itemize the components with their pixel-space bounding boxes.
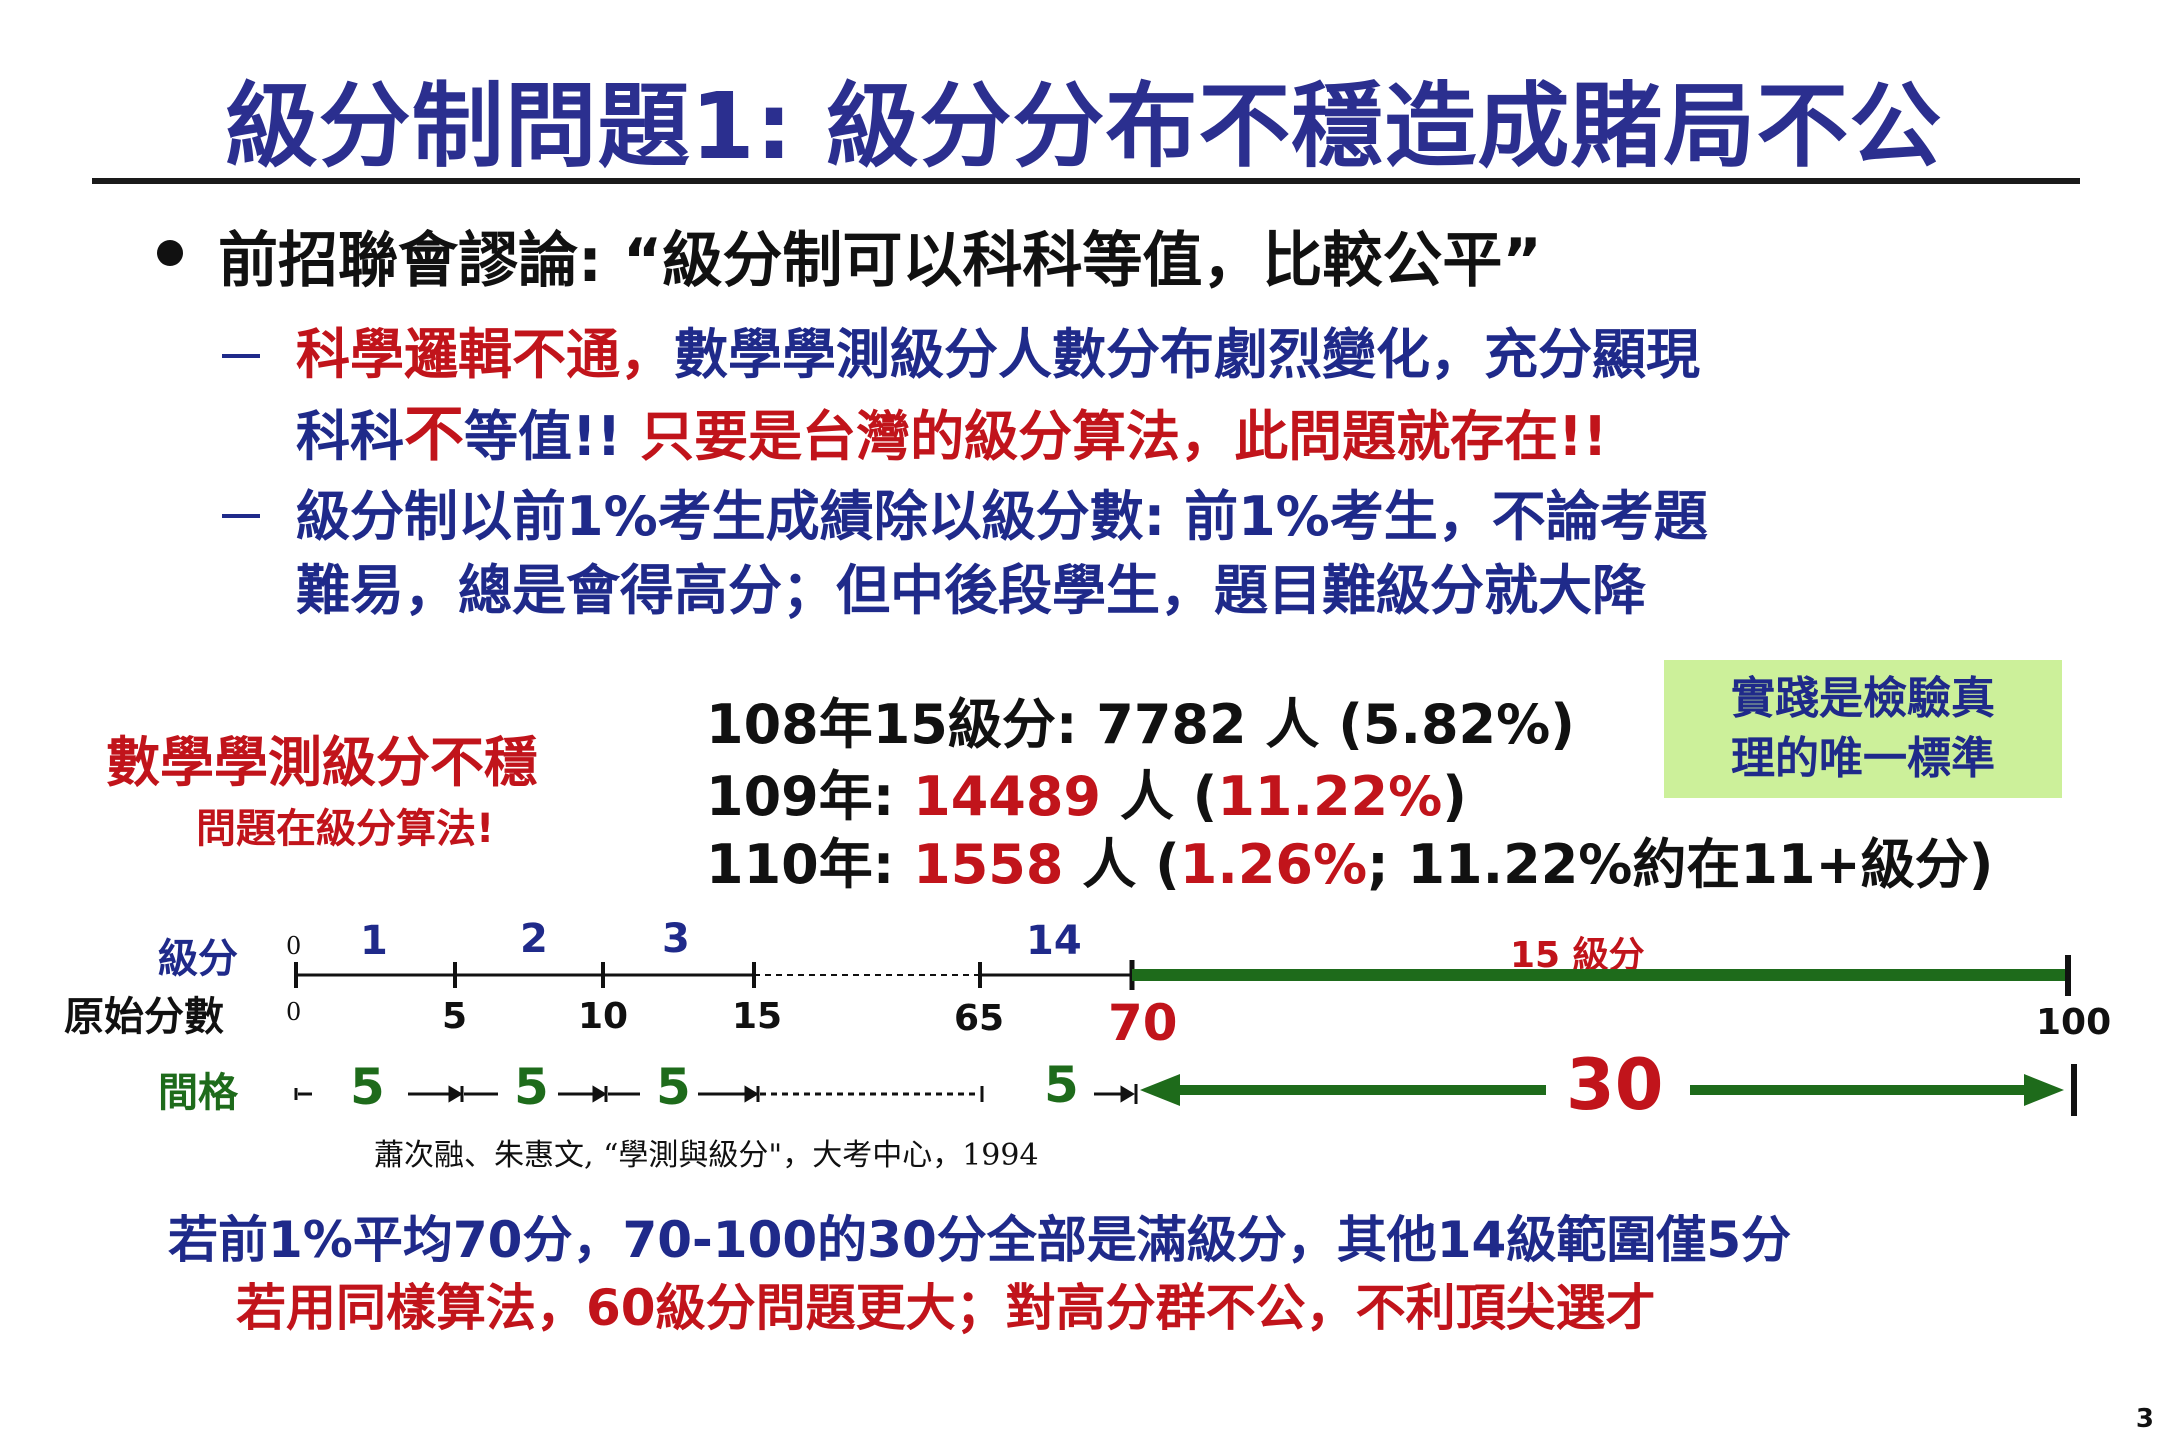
stat-note: ; 11.22%約在11+級分) [1367, 833, 1994, 896]
subpoint-dash [222, 354, 260, 358]
grade-1-label: 1 [360, 918, 388, 964]
raw-tick-100: 100 [2036, 1002, 2112, 1043]
interval-value-14: 5 [1044, 1056, 1079, 1114]
title-divider [92, 178, 2080, 184]
subject-text-b: 等值!! [464, 405, 622, 468]
subpoint-1-line-2: 科科不等值!! 只要是台灣的級分算法，此問題就存在!! [296, 386, 1607, 473]
stat-count: 1558 [913, 833, 1064, 896]
raw-score-row-label: 原始分數 [64, 994, 224, 1040]
arrow-head [448, 1085, 463, 1103]
big-interval-value: 30 [1566, 1044, 1664, 1126]
grade-3-label: 3 [662, 916, 690, 962]
subpoint-2-line-1: 級分制以前1%考生成績除以級分數: 前1%考生，不論考題 [296, 485, 1708, 548]
instability-subheading: 問題在級分算法! [196, 806, 495, 852]
stat-unit: 人 [1082, 833, 1137, 896]
interval-value-3: 5 [656, 1058, 691, 1116]
stat-pct: 1.26% [1179, 833, 1368, 896]
interval-value-2: 5 [514, 1058, 549, 1116]
problem-exists-text: 只要是台灣的級分算法，此問題就存在!! [640, 405, 1608, 468]
not-emphasis: 不 [404, 400, 464, 470]
subpoint-2-line-2: 難易，總是會得高分；但中後段學生，題目難級分就大降 [296, 559, 1646, 622]
page-title: 級分制問題1: 級分分布不穩造成賭局不公 [225, 73, 1943, 180]
citation: 蕭次融、朱惠文, “學測與級分"，大考中心，1994 [374, 1138, 1039, 1173]
grade-2-label: 2 [520, 916, 548, 962]
stat-paren: ) [1442, 765, 1467, 828]
subpoint-1-line-1: 科學邏輯不通，數學學測級分人數分布劇烈變化，充分顯現 [296, 310, 1700, 389]
stat-108: 108年15級分: 7782 人 (5.82%) [706, 680, 1575, 759]
stat-pct: 11.22% [1217, 765, 1443, 828]
stat-year: 110年: [706, 833, 895, 896]
zero-label-bottom: 0 [286, 998, 302, 1026]
stat-year: 109年: [706, 765, 895, 828]
stat-year: 108年15級分: [706, 693, 1078, 756]
page-number: 3 [2135, 1404, 2154, 1434]
grade-row-label: 級分 [158, 936, 238, 982]
interval-row-label: 間格 [158, 1070, 238, 1116]
interval-value-1: 5 [350, 1058, 385, 1116]
logic-error-text: 科學邏輯不通， [296, 323, 674, 386]
subpoint-dash [222, 514, 260, 518]
distribution-change-text: 數學學測級分人數分布劇烈變化，充分顯現 [674, 323, 1700, 386]
main-bullet-text: 前招聯會謬論: “級分制可以科科等值，比較公平” [218, 226, 1542, 296]
grade-14-label: 14 [1026, 918, 1082, 964]
subject-text-a: 科科 [296, 405, 404, 468]
big-arrow-head-right [2024, 1074, 2064, 1106]
arrow-head [744, 1085, 759, 1103]
instability-heading: 數學學測級分不穩 [106, 731, 538, 794]
stat-110: 110年: 1558 人 (1.26%; 11.22%約在11+級分) [706, 820, 1993, 899]
raw-tick-65: 65 [954, 998, 1005, 1039]
truth-line-1: 實踐是檢驗真 [1731, 673, 1995, 724]
stat-unit: 人 [1119, 765, 1174, 828]
stat-109: 109年: 14489 人 (11.22%) [706, 752, 1467, 831]
truth-line-2: 理的唯一標準 [1731, 733, 1995, 784]
conclusion-line-2: 若用同樣算法，60級分問題更大；對高分群不公，不利頂尖選才 [236, 1279, 1656, 1337]
stat-paren: ( [1192, 765, 1218, 828]
raw-tick-15: 15 [732, 996, 783, 1037]
stat-pct: (5.82%) [1338, 693, 1575, 756]
truth-callout-box: 實踐是檢驗真 理的唯一標準 [1664, 660, 2062, 798]
conclusion-line-1: 若前1%平均70分，70-100的30分全部是滿級分，其他14級範圍僅5分 [168, 1211, 1792, 1269]
stat-count: 14489 [913, 765, 1102, 828]
arrow-head [592, 1085, 607, 1103]
raw-tick-10: 10 [578, 996, 629, 1037]
raw-tick-5: 5 [442, 996, 468, 1037]
arrow-head [1120, 1085, 1135, 1103]
stat-count: 7782 [1096, 693, 1247, 756]
zero-label-top: 0 [286, 932, 302, 960]
big-arrow-head-left [1140, 1074, 1180, 1106]
bullet-dot [157, 240, 183, 266]
stat-unit: 人 [1265, 693, 1320, 756]
stat-paren: ( [1155, 833, 1180, 896]
raw-tick-70: 70 [1108, 994, 1178, 1052]
